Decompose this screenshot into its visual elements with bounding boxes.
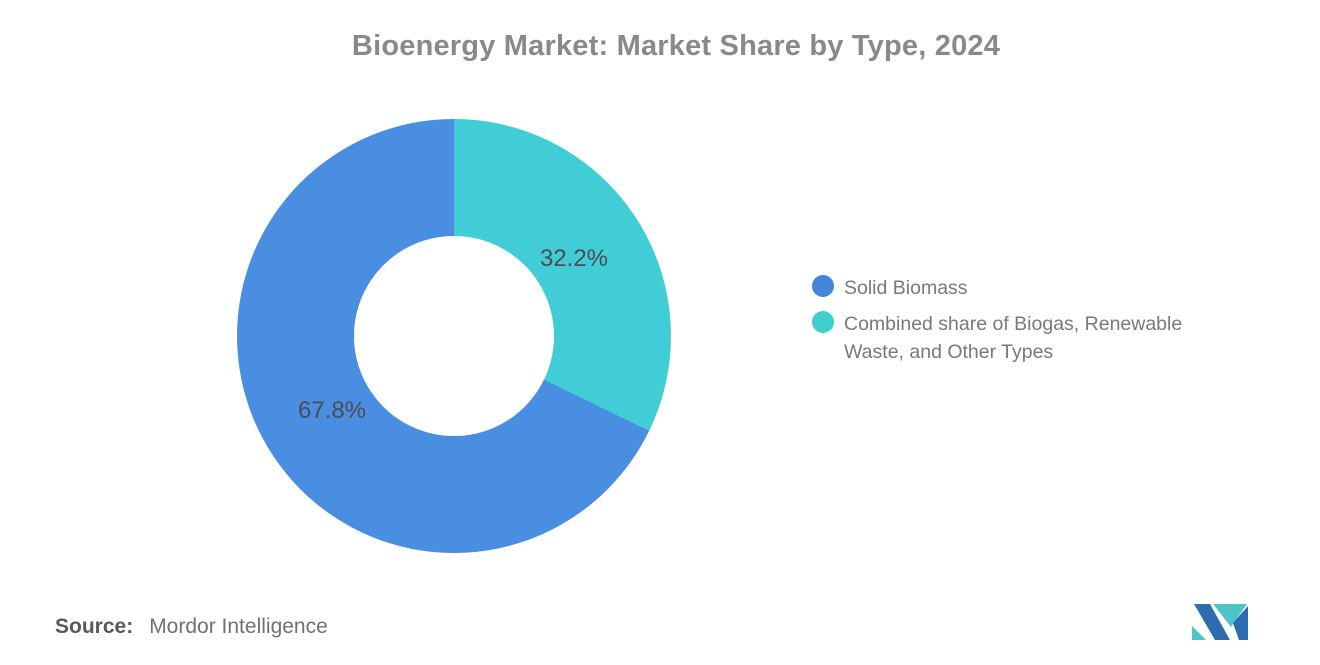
legend-item-combined-share[interactable]: Combined share of Biogas, Renewable Wast… [812, 310, 1236, 366]
mordor-intelligence-logo [1192, 604, 1248, 640]
legend: Solid Biomass Combined share of Biogas, … [812, 274, 1236, 366]
legend-item-solid-biomass[interactable]: Solid Biomass [812, 274, 1236, 302]
legend-dot-teal-icon [812, 311, 834, 333]
slice-label-combined-share: 32.2% [539, 245, 609, 272]
donut-chart: 67.8% 32.2% [237, 119, 671, 553]
slice-label-solid-biomass: 67.8% [297, 397, 367, 424]
legend-label-solid-biomass: Solid Biomass [844, 277, 968, 299]
legend-dot-blue-icon [812, 275, 834, 297]
chart-title: Bioenergy Market: Market Share by Type, … [351, 30, 1001, 62]
legend-label-combined-share: Combined share of Biogas, Renewable Wast… [844, 313, 1183, 363]
source-label: Source: [55, 615, 134, 638]
donut-hole [354, 236, 554, 436]
source-row: Source: Mordor Intelligence [55, 615, 328, 639]
source-value: Mordor Intelligence [149, 615, 328, 638]
